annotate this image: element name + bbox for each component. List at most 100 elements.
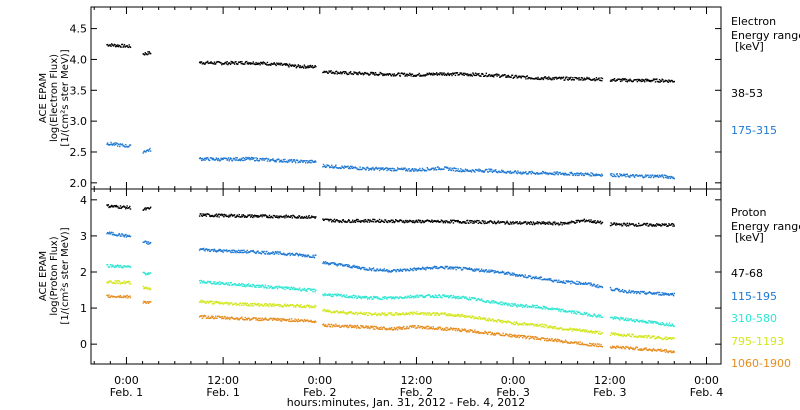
data-point	[256, 318, 259, 321]
data-point	[626, 319, 629, 321]
data-point	[245, 304, 248, 306]
data-point	[108, 231, 111, 233]
data-point	[219, 281, 221, 283]
data-point	[397, 269, 400, 271]
y-tick-label: 4.5	[70, 23, 88, 36]
data-point	[280, 286, 283, 289]
data-point	[468, 74, 471, 76]
data-point	[217, 159, 219, 162]
data-point	[278, 62, 280, 64]
data-point	[127, 280, 130, 283]
data-point	[202, 316, 205, 318]
data-point	[452, 266, 454, 268]
data-point	[283, 286, 285, 288]
data-point	[395, 270, 398, 273]
data-point	[543, 307, 545, 309]
data-point	[249, 62, 251, 64]
data-point	[548, 223, 550, 225]
data-point	[373, 297, 375, 299]
data-point	[352, 219, 354, 221]
data-point	[418, 219, 420, 222]
data-point	[407, 170, 409, 172]
data-point	[352, 73, 355, 76]
data-point	[505, 272, 508, 274]
data-point	[417, 221, 419, 224]
data-point	[621, 78, 624, 80]
data-point	[540, 306, 543, 309]
data-point	[353, 71, 355, 73]
data-point	[468, 296, 471, 299]
data-point	[359, 267, 361, 269]
data-point	[438, 314, 441, 316]
data-point	[338, 324, 340, 327]
data-point	[557, 327, 559, 329]
data-point	[278, 305, 281, 308]
data-point	[227, 62, 230, 65]
data-point	[288, 252, 291, 254]
data-point	[243, 214, 245, 217]
data-point	[595, 79, 597, 81]
data-point	[312, 254, 314, 257]
data-point	[335, 295, 338, 297]
data-point	[274, 287, 276, 289]
data-point	[515, 305, 518, 307]
data-point	[561, 224, 563, 226]
data-point	[204, 157, 207, 159]
data-point	[396, 73, 398, 76]
data-point	[460, 171, 463, 173]
data-point	[640, 320, 643, 322]
data-point	[660, 337, 663, 339]
data-point	[562, 308, 564, 311]
data-point	[221, 63, 223, 66]
data-point	[399, 326, 402, 329]
data-point	[226, 61, 228, 63]
data-point	[659, 224, 661, 226]
data-point	[648, 320, 651, 322]
data-point	[313, 305, 315, 308]
data-point	[237, 251, 239, 254]
data-point	[284, 63, 286, 65]
data-point	[421, 268, 423, 270]
data-point	[570, 310, 572, 312]
data-point	[254, 285, 257, 287]
data-point	[575, 219, 577, 222]
data-point	[505, 221, 508, 224]
data-point	[514, 323, 516, 326]
data-point	[459, 316, 461, 318]
data-point	[270, 64, 272, 66]
data-point	[227, 158, 229, 161]
data-point	[331, 221, 333, 223]
data-point	[507, 271, 510, 274]
data-point	[239, 250, 241, 252]
data-point	[566, 281, 569, 283]
data-point	[284, 288, 286, 291]
data-point	[486, 168, 488, 171]
data-point	[359, 72, 361, 74]
data-point	[429, 267, 431, 269]
data-point	[619, 78, 621, 81]
data-point	[378, 297, 380, 299]
data-point	[660, 294, 663, 296]
data-point	[409, 269, 411, 272]
data-point	[210, 214, 212, 217]
data-point	[446, 166, 449, 169]
data-point	[217, 157, 220, 160]
data-point	[622, 335, 624, 337]
data-point	[340, 293, 342, 296]
data-point	[201, 300, 204, 303]
data-point	[502, 170, 504, 172]
data-point	[632, 334, 635, 336]
data-point	[221, 302, 224, 304]
data-point	[470, 267, 473, 270]
data-point	[544, 308, 547, 310]
data-point	[379, 328, 381, 331]
data-point	[201, 215, 204, 217]
data-point	[501, 304, 504, 306]
data-point	[390, 298, 393, 300]
data-point	[601, 285, 603, 288]
data-point	[466, 297, 469, 300]
data-point	[217, 249, 220, 252]
data-point	[593, 283, 596, 286]
data-point	[276, 62, 278, 64]
data-point	[381, 328, 383, 330]
